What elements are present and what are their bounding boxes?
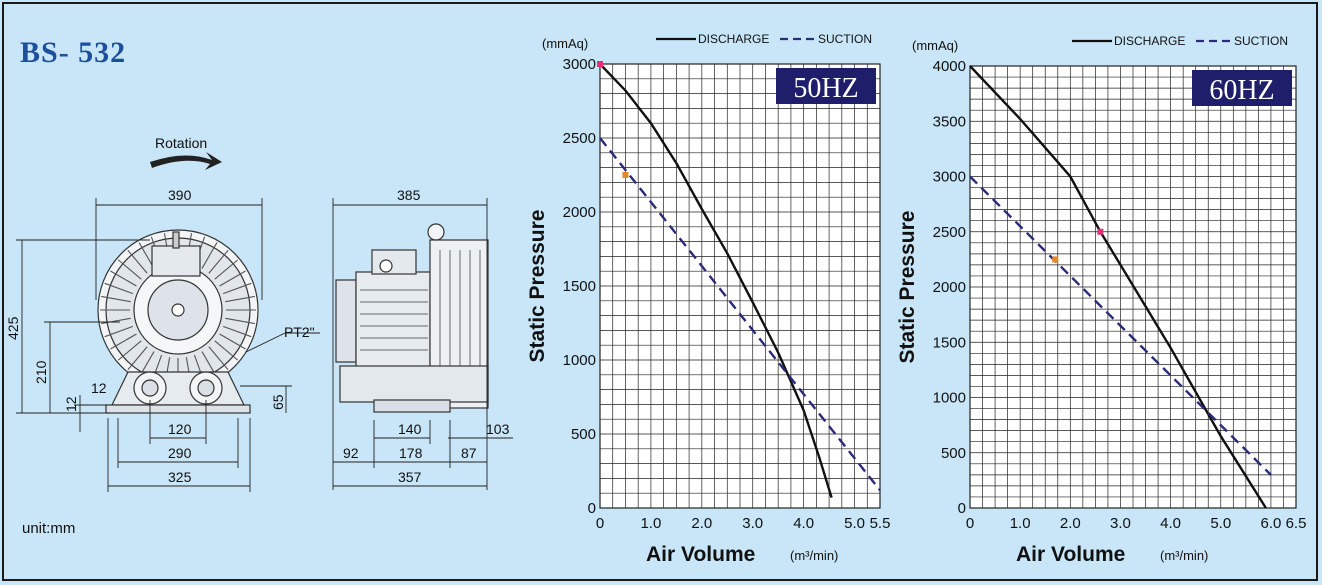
chart-1-x-tick-label: 1.0 <box>640 515 661 532</box>
chart-2-badge-box <box>1192 70 1292 106</box>
chart-2-x-tick-label: 6.5 <box>1286 515 1307 532</box>
chart-2-x-tick-label: 3.0 <box>1110 515 1131 532</box>
dim-front-width: 390 <box>168 187 192 203</box>
dim-foot-spacing: 140 <box>398 421 422 437</box>
dim-front-height: 425 <box>5 316 21 340</box>
chart-2-legend-suction: SUCTION <box>1234 34 1288 48</box>
chart-1-x-tick-label: 5.0 <box>844 515 865 532</box>
chart-1-legend-suction: SUCTION <box>818 32 872 46</box>
chart-2-y-tick-label: 4000 <box>933 58 966 75</box>
chart-2-y-tick-label: 1000 <box>933 390 966 407</box>
chart-2-x-label: Air Volume <box>1016 543 1125 566</box>
front-view-blower <box>97 229 259 414</box>
chart-1-marker <box>622 172 629 178</box>
chart-2-series-suction <box>969 175 1272 476</box>
rotation-arrow-icon <box>150 152 222 170</box>
dim-foot-b: 178 <box>399 445 423 461</box>
chart-2-y-tick-label: 500 <box>941 445 966 462</box>
chart-1-x-tick-label: 0 <box>596 515 604 532</box>
pipe-thread-label: PT2" <box>284 324 315 340</box>
chart-2-x-tick-label: 4.0 <box>1160 515 1181 532</box>
chart-1-series-suction <box>599 137 881 491</box>
chart-2-x-tick-label: 1.0 <box>1010 515 1031 532</box>
chart-1-marker <box>597 61 603 67</box>
chart-2-y-label: Static Pressure <box>896 211 919 364</box>
chart-2-series-discharge <box>969 65 1267 509</box>
dim-base-length: 357 <box>398 469 422 485</box>
chart-1-y-tick-label: 500 <box>571 426 596 443</box>
chart-1-y-tick-label: 0 <box>588 500 596 517</box>
chart-1-badge: 50HZ <box>793 73 858 104</box>
chart-1-y-tick-label: 3000 <box>563 56 596 73</box>
chart-1-x-unit: (m³/min) <box>790 548 838 563</box>
dim-inlet-height: 65 <box>270 394 286 410</box>
chart-2-marker <box>1097 228 1104 235</box>
dim-base-width: 325 <box>168 469 192 485</box>
chart-2-y-tick-label: 0 <box>958 500 966 517</box>
chart-2-badge: 60HZ <box>1209 75 1274 106</box>
chart-2-marker <box>1052 256 1059 263</box>
chart-1-series-discharge <box>599 63 833 498</box>
chart-1-x-tick-label: 5.5 <box>870 515 891 532</box>
chart-1-y-unit: (mmAq) <box>542 36 588 51</box>
chart-2-y-tick-label: 3500 <box>933 113 966 130</box>
side-dimension-lines <box>332 198 513 490</box>
chart-1-y-label: Static Pressure <box>526 210 549 363</box>
chart-1-y-tick-label: 2500 <box>563 130 596 147</box>
chart-2-y-tick-label: 3000 <box>933 169 966 186</box>
dim-foot-c: 87 <box>461 445 477 461</box>
dim-bolt-span: 290 <box>168 445 192 461</box>
chart-2-y-tick-label: 2500 <box>933 224 966 241</box>
chart-1-legend-discharge: DISCHARGE <box>698 32 769 46</box>
dim-foot-a: 92 <box>343 445 359 461</box>
chart-2-x-tick-label: 5.0 <box>1210 515 1231 532</box>
rotation-label: Rotation <box>155 135 207 151</box>
chart-1-x-label: Air Volume <box>646 543 755 566</box>
chart-2-x-tick-label: 6.0 <box>1260 515 1281 532</box>
chart-2-x-tick-label: 0 <box>966 515 974 532</box>
front-dimension-lines <box>16 198 320 492</box>
chart-1-badge-box <box>776 68 876 104</box>
chart-2-x-unit: (m³/min) <box>1160 548 1208 563</box>
chart-2-legend-discharge: DISCHARGE <box>1114 34 1185 48</box>
chart-2-x-tick-label: 2.0 <box>1060 515 1081 532</box>
chart-2-y-unit: (mmAq) <box>912 38 958 53</box>
unit-label: unit:mm <box>22 520 76 537</box>
dim-overhang: 103 <box>486 421 510 437</box>
dim-port-gap: 12 <box>91 380 107 396</box>
chart-1-y-tick-label: 2000 <box>563 204 596 221</box>
model-title: BS- 532 <box>20 36 127 69</box>
chart-2-y-tick-label: 1500 <box>933 334 966 351</box>
chart-1-x-tick-label: 4.0 <box>793 515 814 532</box>
chart-1-y-tick-label: 1500 <box>563 278 596 295</box>
dim-side-length: 385 <box>397 187 421 203</box>
chart-1-x-tick-label: 2.0 <box>691 515 712 532</box>
chart-2-y-tick-label: 2000 <box>933 279 966 296</box>
dim-port-spacing: 120 <box>168 421 192 437</box>
chart-1-y-tick-label: 1000 <box>563 352 596 369</box>
side-view-blower <box>335 223 489 413</box>
chart-1-x-tick-label: 3.0 <box>742 515 763 532</box>
dim-center-height: 210 <box>33 360 49 384</box>
dim-foot-height: 12 <box>63 396 79 412</box>
